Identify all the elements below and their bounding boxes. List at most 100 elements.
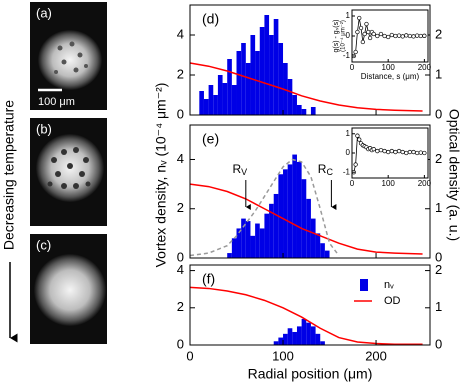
histogram-bar — [301, 318, 307, 345]
inset-point — [422, 33, 427, 38]
histogram-bar — [208, 85, 214, 115]
inset-y-tick-label: -1 — [343, 51, 351, 60]
y-axis-label: Vortex density, nᵥ (10⁻⁴ μm⁻²) — [153, 83, 169, 268]
inset-point — [404, 33, 409, 38]
inset-point — [382, 33, 387, 39]
histogram-bar — [273, 341, 279, 345]
inset-point — [393, 149, 398, 155]
y-tick-label: 0 — [177, 336, 184, 351]
fit-line — [189, 158, 340, 257]
histogram-bar — [227, 59, 232, 115]
histogram-bar — [296, 105, 302, 115]
histogram-bar — [273, 193, 279, 258]
histogram-bar — [296, 326, 302, 345]
y2-tick-label: 2 — [435, 26, 442, 41]
histogram-bar — [245, 221, 251, 258]
inset-point — [375, 33, 380, 39]
inset-point — [378, 147, 384, 153]
inset-point — [357, 15, 362, 21]
y-tick-label: 2 — [177, 200, 184, 215]
histogram-bar — [259, 228, 265, 258]
image-label: (c) — [36, 237, 51, 252]
annotation: RC — [318, 162, 334, 177]
histogram-bar — [273, 19, 279, 115]
inset-point — [400, 149, 405, 155]
histogram-bar — [217, 75, 223, 115]
annotation-text: R — [318, 162, 327, 176]
histogram-bar — [310, 218, 316, 258]
inset-point — [382, 148, 387, 154]
inset-y-tick-label: -1 — [343, 167, 351, 176]
y-tick-label: 0 — [177, 106, 184, 121]
y-tick-label: 4 — [177, 262, 184, 277]
panel-label: (f) — [202, 271, 215, 287]
inset-point — [362, 31, 367, 37]
plot-frame — [189, 264, 431, 346]
inset-y-label: g(s) - gₛ(s) — [333, 20, 340, 53]
inset-x-tick-label: 0 — [350, 63, 355, 72]
histogram-bar — [269, 35, 274, 115]
inset-x-tick-label: 200 — [418, 63, 432, 72]
inset-x-label: Distance, s (μm) — [361, 72, 420, 81]
plot-frame — [189, 4, 431, 116]
histogram-bar — [283, 333, 288, 345]
inset-point — [378, 31, 384, 37]
y-tick-label: 2 — [177, 299, 184, 314]
inset-point — [367, 35, 373, 41]
inset-point — [353, 162, 358, 167]
histogram-bar — [310, 326, 316, 345]
histogram-bar — [241, 43, 246, 115]
inset-point — [371, 147, 376, 152]
x-tick-label: 200 — [365, 348, 387, 363]
inset-x-tick-label: 100 — [382, 179, 396, 188]
legend-label: OD — [384, 295, 401, 307]
histogram-bar — [255, 223, 260, 258]
histogram-bar — [306, 198, 311, 258]
y2-tick-label: 1 — [435, 66, 442, 81]
histogram-bar — [320, 341, 325, 345]
histogram-bar — [241, 218, 246, 258]
inset-point — [360, 39, 366, 45]
y-tick-label: 0 — [177, 249, 184, 264]
inset-point — [411, 34, 416, 39]
image-label: (a) — [36, 5, 52, 20]
inset-x-tick-label: 200 — [418, 179, 432, 188]
histogram-bar — [259, 27, 265, 115]
legend-swatch — [360, 279, 368, 291]
histogram-bar — [324, 250, 330, 258]
od-line — [189, 183, 423, 255]
inset-point — [414, 150, 420, 156]
inset-point — [407, 33, 413, 39]
inset-point — [404, 150, 409, 156]
histogram-bar — [310, 107, 316, 115]
histogram-bar — [231, 238, 237, 258]
inset-y-units: (10⁻⁴ μm⁻²) — [340, 20, 347, 52]
image-a: 100 μm (a) — [30, 2, 107, 110]
histogram-bar — [287, 328, 293, 345]
inset-point — [389, 148, 394, 154]
histogram-bar — [301, 179, 307, 258]
image-b: (b) — [30, 118, 107, 226]
inset-y-tick-label: 0 — [346, 148, 351, 157]
inset-point — [411, 149, 416, 155]
histogram-bar — [292, 154, 297, 258]
inset-point — [358, 25, 364, 31]
inset-y-tick-label: 1 — [346, 129, 351, 138]
x-tick-label: 100 — [272, 348, 294, 363]
y2-axis-label: Optical density (a. u.) — [446, 109, 462, 241]
inset-point — [396, 148, 402, 154]
inset-point — [414, 33, 420, 38]
inset-point — [375, 148, 380, 154]
inset-point — [353, 49, 358, 55]
histogram-bar — [213, 95, 218, 115]
histogram-bar — [315, 233, 321, 258]
inset-point — [386, 34, 391, 40]
x-axis-label: Radial position (μm) — [248, 366, 373, 382]
histogram-bar — [255, 51, 260, 115]
inset-x-tick-label: 0 — [350, 179, 355, 188]
inset-point — [396, 33, 402, 38]
histogram-bar — [287, 164, 293, 258]
y2-tick-label: 2 — [435, 151, 442, 166]
histogram-bar — [315, 333, 321, 345]
y2-tick-label: 0 — [435, 249, 442, 264]
